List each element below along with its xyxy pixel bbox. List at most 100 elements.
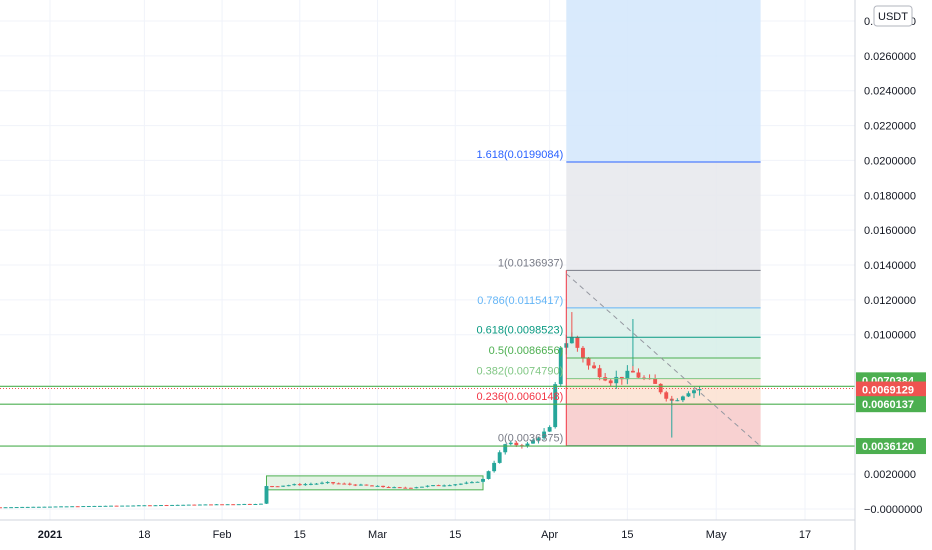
candle-body	[619, 376, 624, 380]
candle-body	[297, 484, 302, 486]
price-tag-bg	[856, 438, 926, 455]
candle-body	[331, 482, 336, 484]
candle-body	[464, 482, 469, 484]
fib-zone	[566, 307, 761, 338]
candle-body	[86, 506, 91, 508]
candle-body	[364, 484, 369, 486]
candle-body	[431, 485, 435, 487]
candle-body	[614, 376, 619, 384]
candle-body	[142, 505, 147, 507]
consolidation-rect[interactable]	[265, 475, 484, 491]
candle-body	[286, 485, 291, 487]
candle-body	[320, 482, 324, 484]
candle-body	[114, 505, 119, 507]
candle-body	[70, 506, 75, 508]
currency-badge[interactable]: USDT	[873, 5, 913, 27]
candle-body	[558, 347, 563, 385]
candle-body	[153, 505, 158, 507]
candle-body	[653, 378, 658, 384]
candle-body	[536, 438, 541, 441]
y-tick-label: 0.0140000	[864, 260, 916, 272]
candle-body	[358, 484, 363, 486]
fib-zone	[566, 337, 761, 358]
candle-body	[680, 396, 685, 401]
candle-body	[403, 487, 408, 489]
fib-level-label: 1.618(0.0199084)	[476, 149, 563, 161]
candle-body	[442, 485, 447, 487]
candle-body	[3, 507, 8, 509]
candle-body	[136, 505, 141, 507]
candle-body	[103, 505, 108, 507]
candle-body	[469, 482, 474, 484]
fib-zone	[566, 162, 761, 271]
candle-body	[453, 484, 458, 486]
candle-body	[209, 504, 213, 506]
candle-body	[14, 507, 19, 509]
candle-body	[497, 452, 502, 463]
candle-body	[347, 483, 352, 485]
fib-level-label: 1(0.0136937)	[498, 257, 563, 269]
candle-body	[131, 505, 136, 507]
y-tick-label: 0.0160000	[864, 225, 916, 237]
candle-body	[181, 504, 186, 506]
price-tag-label: 0.0060137	[862, 399, 914, 411]
candle-body	[253, 503, 258, 505]
horizontal-levels[interactable]	[0, 385, 855, 447]
candle-body	[625, 370, 630, 380]
currency-badge-label: USDT	[878, 11, 908, 23]
candle-body	[547, 427, 552, 432]
candle-body	[197, 504, 202, 506]
candle-body	[81, 506, 86, 508]
candle-body	[697, 389, 702, 391]
x-tick-label: Apr	[541, 529, 558, 541]
y-tick-label: −0.0000000	[864, 504, 922, 516]
candle-body	[220, 504, 225, 506]
candle-body	[664, 392, 669, 399]
candle-body	[342, 483, 347, 485]
consolidation-box[interactable]	[265, 475, 484, 491]
y-tick-label: 0.0180000	[864, 190, 916, 202]
candle-body	[147, 505, 152, 507]
x-tick-label: Mar	[368, 529, 387, 541]
candle-body	[420, 486, 424, 488]
x-tick-label: 15	[294, 529, 306, 541]
fib-zone	[566, 404, 761, 446]
x-tick-label: 15	[449, 529, 461, 541]
y-tick-label: 0.0240000	[864, 86, 916, 98]
candle-body	[569, 337, 574, 344]
dashed-trend-line[interactable]	[565, 273, 761, 447]
candle-body	[425, 485, 430, 487]
candle-body	[586, 358, 591, 366]
candle-body	[92, 505, 97, 507]
candle-body	[314, 483, 319, 485]
candle-body	[308, 483, 313, 485]
candle-body	[264, 486, 269, 504]
candle-body	[486, 471, 491, 479]
candle-body	[20, 506, 25, 508]
fib-zone	[566, 378, 761, 405]
candle-body	[192, 504, 197, 506]
price-labels: 0.00703840.006912907:16:590.00601370.003…	[856, 372, 926, 455]
trend-line[interactable]	[565, 273, 761, 447]
candle-body	[414, 487, 419, 489]
candle-body	[581, 347, 585, 359]
candle-body	[258, 503, 263, 505]
candle-body	[458, 483, 463, 485]
candle-body	[270, 486, 274, 488]
fib-zone	[566, 357, 761, 379]
candle-body	[97, 505, 102, 507]
candle-body	[481, 478, 485, 482]
candle-body	[370, 485, 374, 487]
candle-body	[575, 337, 580, 348]
fib-level-label: 0.382(0.0074790)	[476, 366, 563, 378]
x-tick-label: 2021	[38, 529, 62, 541]
candle-body	[64, 506, 69, 508]
candle-body	[553, 384, 558, 428]
candle-body	[592, 365, 597, 369]
candle-body	[375, 485, 380, 487]
candle-body	[675, 400, 680, 402]
candle-body	[247, 503, 252, 505]
y-tick-label: 0.0260000	[864, 51, 916, 63]
